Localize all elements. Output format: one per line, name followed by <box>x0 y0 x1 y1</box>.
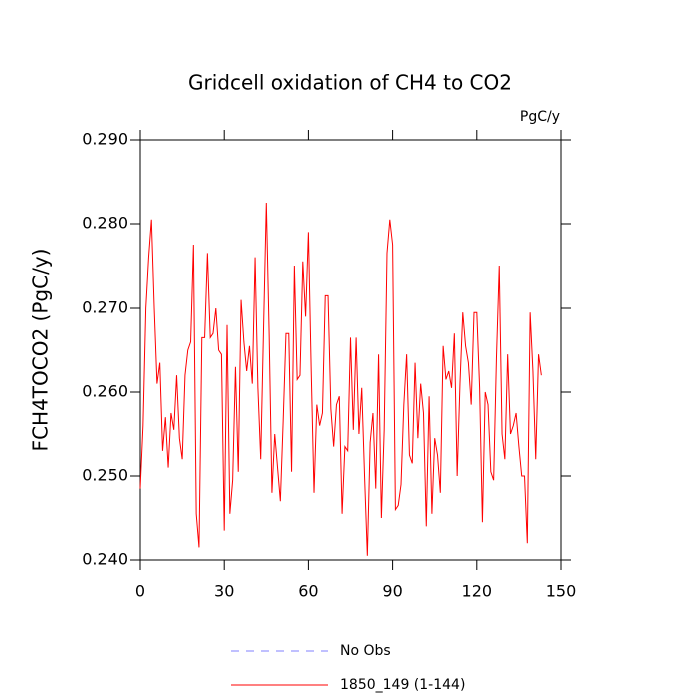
y-axis-label: FCH4TOCO2 (PgC/y) <box>29 249 53 452</box>
y-tick-label: 0.260 <box>82 382 128 401</box>
plot-frame <box>139 139 562 561</box>
legend-label: 1850_149 (1-144) <box>340 677 465 693</box>
y-tick-label: 0.250 <box>82 466 128 485</box>
x-tick-label: 0 <box>135 582 145 601</box>
legend-label: No Obs <box>340 643 391 659</box>
units-label: PgC/y <box>520 109 560 125</box>
x-tick-label: 90 <box>382 582 402 601</box>
chart-title: Gridcell oxidation of CH4 to CO2 <box>188 71 512 95</box>
data-line <box>139 202 542 556</box>
x-tick-label: 60 <box>298 582 318 601</box>
x-tick-label: 120 <box>462 582 493 601</box>
x-tick-label: 150 <box>546 582 577 601</box>
y-tick-label: 0.290 <box>82 130 128 149</box>
y-tick-label: 0.280 <box>82 214 128 233</box>
y-tick-label: 0.270 <box>82 298 128 317</box>
y-tick-label: 0.240 <box>82 550 128 569</box>
x-tick-label: 30 <box>214 582 234 601</box>
